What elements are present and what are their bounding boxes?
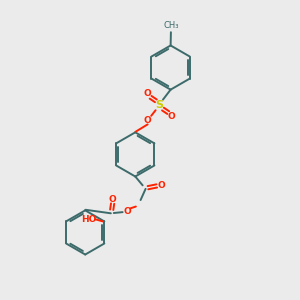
Text: O: O	[144, 116, 152, 125]
Text: O: O	[157, 181, 165, 190]
Text: O: O	[123, 207, 131, 216]
Text: HO: HO	[81, 214, 97, 224]
Text: O: O	[108, 195, 116, 204]
Text: O: O	[168, 112, 176, 121]
Text: S: S	[155, 100, 164, 110]
Text: CH₃: CH₃	[163, 21, 179, 30]
Text: O: O	[143, 89, 151, 98]
